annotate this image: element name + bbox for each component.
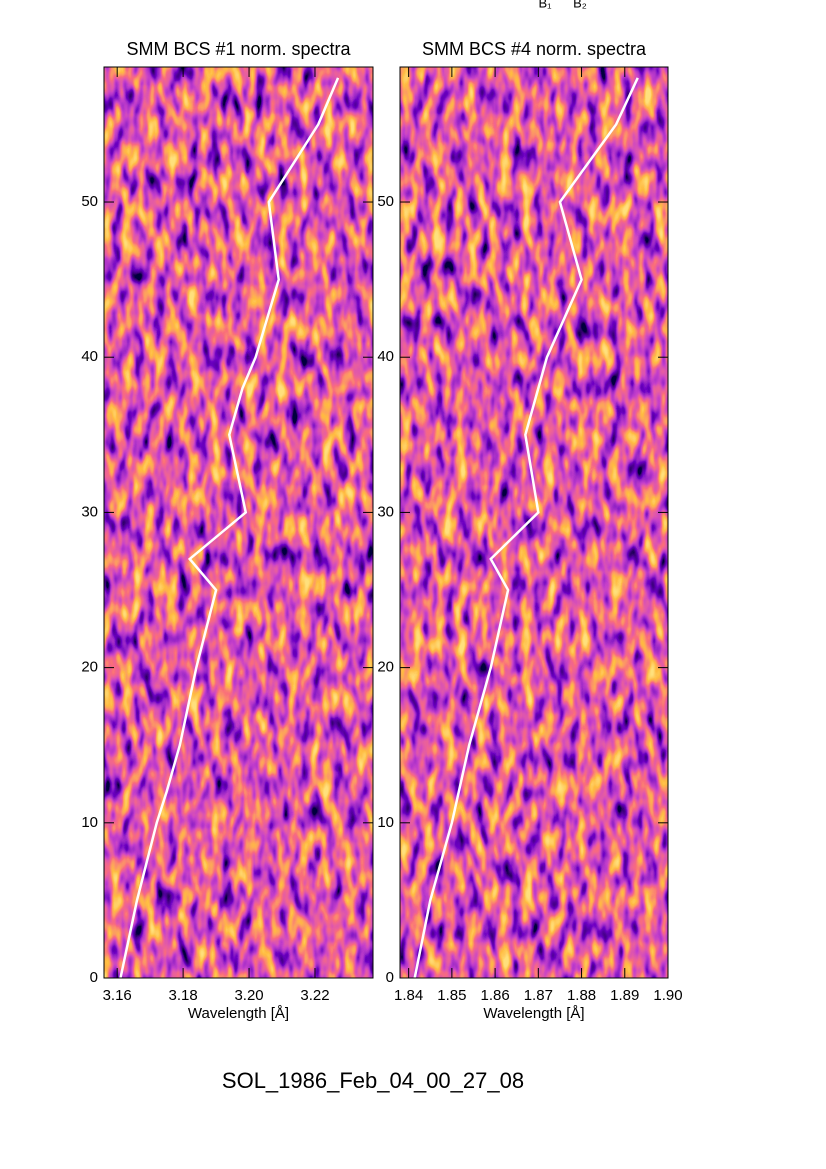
annotation: B₂ xyxy=(573,0,587,10)
heatmap xyxy=(400,67,668,978)
plot-frame xyxy=(399,66,669,979)
y-tick-label: 10 xyxy=(377,814,394,831)
x-tick-label: 1.89 xyxy=(610,987,639,1004)
chart-title: SMM BCS #4 norm. spectra xyxy=(422,39,647,59)
x-axis-label: Wavelength [Å] xyxy=(188,1005,289,1022)
data-line xyxy=(413,77,639,979)
x-tick-label: 1.84 xyxy=(394,987,423,1004)
footer: SOL_1986_Feb_04_00_27_08 xyxy=(222,1068,524,1093)
x-tick-label: 3.18 xyxy=(169,987,198,1004)
y-tick-label: 50 xyxy=(81,193,98,210)
x-tick-label: 3.20 xyxy=(234,987,263,1004)
plot-frame xyxy=(103,66,374,979)
x-tick-label: 3.22 xyxy=(300,987,329,1004)
x-tick-label: 1.88 xyxy=(567,987,596,1004)
y-tick-label: 10 xyxy=(81,814,98,831)
chart-title: SMM BCS #1 norm. spectra xyxy=(126,39,351,59)
annotation: B₁ xyxy=(538,0,552,10)
data-line xyxy=(119,77,340,979)
y-tick-label: 20 xyxy=(377,659,394,676)
x-tick-label: 1.90 xyxy=(653,987,682,1004)
x-axis-label: Wavelength [Å] xyxy=(483,1005,584,1022)
y-tick-label: 20 xyxy=(81,659,98,676)
heatmap xyxy=(104,67,373,978)
y-tick-label: 40 xyxy=(81,348,98,365)
x-tick-label: 1.86 xyxy=(480,987,509,1004)
y-tick-label: 40 xyxy=(377,348,394,365)
y-tick-label: 0 xyxy=(386,969,394,986)
x-tick-label: 3.16 xyxy=(103,987,132,1004)
x-tick-label: 1.87 xyxy=(524,987,553,1004)
y-tick-label: 0 xyxy=(90,969,98,986)
y-tick-label: 30 xyxy=(377,503,394,520)
y-tick-label: 30 xyxy=(81,503,98,520)
x-tick-label: 1.85 xyxy=(437,987,466,1004)
y-tick-label: 50 xyxy=(377,193,394,210)
